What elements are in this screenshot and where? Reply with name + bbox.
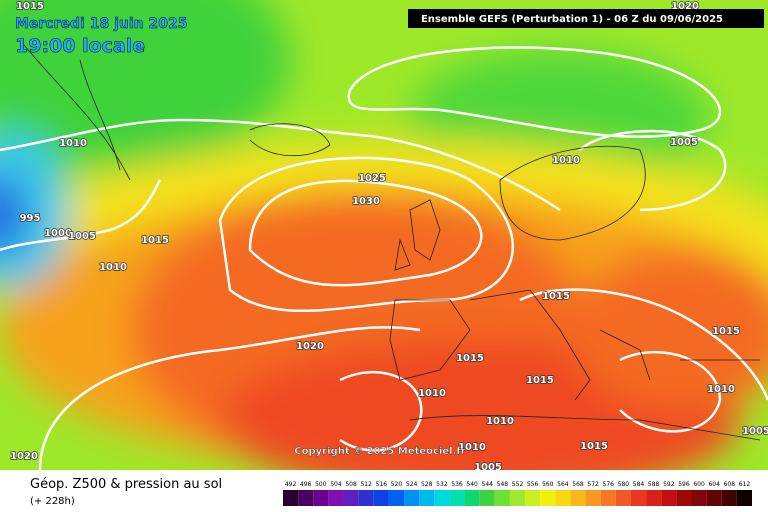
date: Mercredi 18 juin 2025 <box>15 16 187 32</box>
legend-label: 596 <box>678 481 690 488</box>
legend-swatch <box>434 490 450 506</box>
isobar-label: 1010 <box>486 416 514 427</box>
isobar-label: 1010 <box>99 262 127 273</box>
legend-label: 508 <box>345 481 357 488</box>
legend-label: 540 <box>466 481 478 488</box>
legend-label: 528 <box>421 481 433 488</box>
coastlines <box>19 39 761 441</box>
legend-label: 520 <box>391 481 403 488</box>
legend-swatch <box>630 490 647 506</box>
legend-label: 608 <box>724 481 736 488</box>
legend-label: 496 <box>300 481 312 488</box>
legend-label: 572 <box>587 481 599 488</box>
isobar-label: 1005 <box>670 137 698 148</box>
legend-swatch <box>509 490 526 506</box>
legend-label: 592 <box>663 481 675 488</box>
legend-label: 612 <box>739 481 751 488</box>
legend-label: 532 <box>436 481 448 488</box>
legend-label: 604 <box>708 481 720 488</box>
legend-swatch <box>555 490 571 506</box>
isobar-label: 1015 <box>526 375 554 386</box>
legend-swatch <box>585 490 601 506</box>
isobar-label: 1030 <box>352 196 380 207</box>
legend-swatch <box>570 490 586 506</box>
legend-swatch <box>419 490 435 506</box>
legend-swatch <box>600 490 616 506</box>
isobar-label: 1010 <box>552 155 580 166</box>
legend-swatch <box>373 490 389 506</box>
legend-label: 560 <box>542 481 554 488</box>
isobar-label: 995 <box>20 213 41 224</box>
legend-swatch <box>283 490 299 506</box>
model-run: Ensemble GEFS (Perturbation 1) - 06 Z du… <box>421 14 723 25</box>
legend-swatch <box>404 490 420 506</box>
isobar-label: 1020 <box>296 341 324 352</box>
legend-label: 580 <box>618 481 630 488</box>
isobars <box>0 46 768 470</box>
isobar-label: 1005 <box>474 462 502 473</box>
isobar-label: 1005 <box>68 231 96 242</box>
legend-label: 500 <box>315 481 327 488</box>
legend-label: 552 <box>512 481 524 488</box>
isobar-label: 1020 <box>10 451 38 462</box>
legend-label: 576 <box>603 481 615 488</box>
legend-label: 584 <box>633 481 645 488</box>
isobar-label: 1015 <box>712 326 740 337</box>
isobar-label: 1010 <box>59 138 87 149</box>
legend-label: 524 <box>406 481 418 488</box>
footer-title: Géop. Z500 & pression au sol <box>30 477 222 492</box>
legend: 492 496 500 504 508 512 516 520 524 528 532 536 540 5… <box>283 481 752 506</box>
isobar-label: 1025 <box>358 173 386 184</box>
legend-label: 588 <box>648 481 660 488</box>
legend-swatch <box>540 490 556 506</box>
isobar-label: 1005 <box>742 426 768 437</box>
legend-swatch <box>691 490 707 506</box>
isobar-label: 1015 <box>542 291 570 302</box>
legend-label: 548 <box>497 481 509 488</box>
legend-swatch <box>676 490 692 506</box>
legend-swatch <box>343 490 359 506</box>
isobar-label: 1010 <box>458 442 486 453</box>
legend-swatch <box>646 490 662 506</box>
isobar-label: 1015 <box>16 1 44 12</box>
legend-swatch <box>736 490 752 506</box>
legend-label: 556 <box>527 481 539 488</box>
isobar-label: 1010 <box>418 388 446 399</box>
legend-swatch <box>721 490 737 506</box>
legend-label: 600 <box>693 481 705 488</box>
time: 19:00 locale <box>15 35 145 57</box>
isobar-label: 1015 <box>456 353 484 364</box>
legend-label: 568 <box>572 481 584 488</box>
legend-swatch <box>313 490 329 506</box>
legend-label: 544 <box>482 481 494 488</box>
legend-label: 492 <box>285 481 297 488</box>
legend-swatch <box>464 490 480 506</box>
isobar-label: 1015 <box>141 235 169 246</box>
legend-label: 564 <box>557 481 569 488</box>
legend-swatch <box>358 490 374 506</box>
legend-label: 516 <box>376 481 388 488</box>
legend-swatch <box>525 490 541 506</box>
legend-label: 504 <box>330 481 342 488</box>
isobar-label: 1015 <box>580 441 608 452</box>
legend-swatch <box>706 490 722 506</box>
isobar-label: 1000 <box>44 228 72 239</box>
legend-swatch <box>449 490 465 506</box>
legend-swatch <box>479 490 495 506</box>
legend-swatch <box>661 490 677 506</box>
legend-label: 536 <box>451 481 463 488</box>
copyright: Copyright © 2025 Meteociel.fr <box>294 446 465 457</box>
legend-swatch <box>494 490 510 506</box>
legend-label: 512 <box>360 481 372 488</box>
isobar-label: 1010 <box>707 384 735 395</box>
legend-swatch <box>328 490 344 506</box>
forecast-lead: (+ 228h) <box>30 496 75 507</box>
legend-swatch <box>388 490 405 506</box>
legend-swatch <box>615 490 631 506</box>
legend-swatch <box>298 490 314 506</box>
